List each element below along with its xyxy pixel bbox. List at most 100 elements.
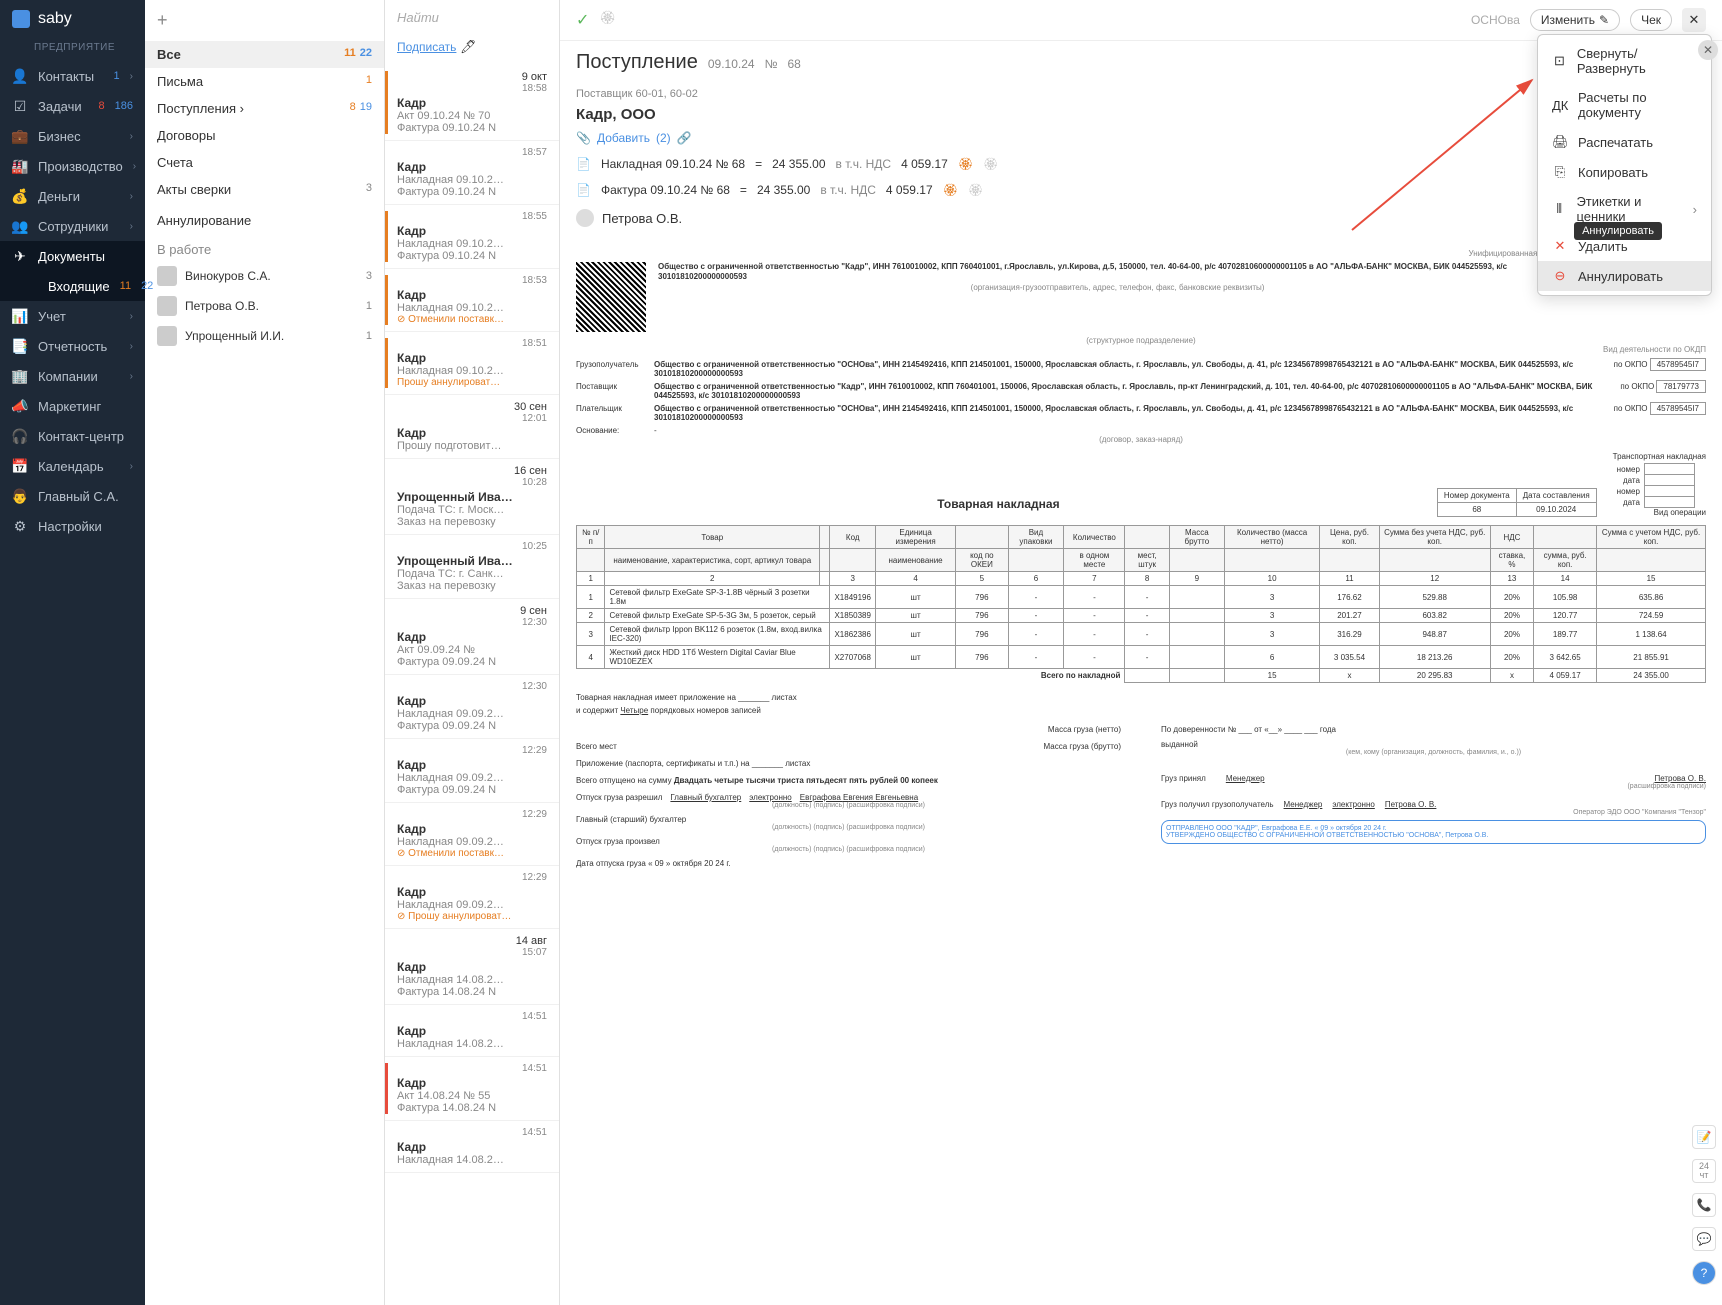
nav-item[interactable]: 📣 Маркетинг [0, 391, 145, 421]
check-icon[interactable]: ✓ [576, 10, 589, 30]
worker-item[interactable]: Упрощенный И.И.1 [145, 321, 384, 351]
doc-list-item[interactable]: 18:53 Кадр Накладная 09.10.2… ⊘ Отменили… [385, 269, 559, 332]
chek-button[interactable]: Чек [1630, 9, 1672, 31]
nav-icon: 💼 [12, 128, 28, 144]
folder-item[interactable]: Письма 1 [145, 68, 384, 95]
folder-item[interactable]: Все 11 22 [145, 41, 384, 68]
doc-list-item[interactable]: 12:29 Кадр Накладная 09.09.2… ⊘ Прошу ан… [385, 866, 559, 929]
nav-item[interactable]: ✈ Документы [0, 241, 145, 271]
nav-icon: 📅 [12, 458, 28, 474]
menu-close-icon[interactable]: ✕ [1698, 40, 1718, 60]
nav-label: Учет [38, 309, 120, 324]
qr-code [576, 262, 646, 332]
worker-avatar [157, 266, 177, 286]
worker-avatar [157, 326, 177, 346]
menu-item[interactable]: ДКРасчеты по документу [1538, 83, 1711, 127]
menu-icon: ⎘ [1552, 164, 1568, 180]
nav-item[interactable]: 📑 Отчетность › [0, 331, 145, 361]
calendar-rail-icon[interactable]: 24чт [1692, 1159, 1716, 1183]
nav-icon: 💰 [12, 188, 28, 204]
menu-item[interactable]: ⊡Свернуть/Развернуть [1538, 39, 1711, 83]
nav-item[interactable]: 📅 Календарь › [0, 451, 145, 481]
nav-item[interactable]: 🏢 Компании › [0, 361, 145, 391]
menu-icon: ⊖ [1552, 268, 1568, 284]
doc-list-item[interactable]: 14 авг 15:07 Кадр Накладная 14.08.2… Фак… [385, 929, 559, 1005]
nav-item[interactable]: 🏭 Производство › [0, 151, 145, 181]
nav-item[interactable]: 👤 Контакты 1 › [0, 61, 145, 91]
nav-icon: 📑 [12, 338, 28, 354]
nav-item[interactable]: 💼 Бизнес › [0, 121, 145, 151]
chat-icon[interactable]: 💬 [1692, 1227, 1716, 1251]
supplier-line: Поставщик 60-01, 60-02 [560, 84, 714, 104]
folder-column: + Все 11 22 Письма 1 Поступления › 8 19 … [145, 0, 385, 1305]
company-name: Кадр, ООО [560, 104, 714, 125]
doc-list-item[interactable]: 30 сен 12:01 Кадр Прошу подготовит… [385, 395, 559, 459]
folder-item[interactable]: Поступления › 8 19 [145, 95, 384, 122]
nav-label: Производство [38, 159, 123, 174]
doc-list-item[interactable]: 9 окт 18:58 Кадр Акт 09.10.24 № 70 Факту… [385, 65, 559, 141]
org-type-label: ПРЕДПРИЯТИЕ [0, 38, 145, 61]
doc-list-item[interactable]: 12:29 Кадр Накладная 09.09.2… Фактура 09… [385, 739, 559, 803]
nav-item[interactable]: 👨 Главный С.А. [0, 481, 145, 511]
menu-item[interactable]: ⎘Копировать [1538, 157, 1711, 187]
goods-table: № п/пТоварКодЕдиница измеренияВид упаков… [576, 525, 1706, 683]
note-icon[interactable]: 📝 [1692, 1125, 1716, 1149]
nav-label: Деньги [38, 189, 120, 204]
worker-item[interactable]: Петрова О.В.1 [145, 291, 384, 321]
tooltip: Аннулировать [1574, 222, 1662, 240]
nav-label: Входящие [48, 279, 110, 294]
folder-item[interactable]: Счета [145, 149, 384, 176]
help-icon[interactable]: ? [1692, 1261, 1716, 1285]
nav-icon: 🎧 [12, 428, 28, 444]
folder-item[interactable]: Договоры [145, 122, 384, 149]
nav-label: Документы [38, 249, 133, 264]
nav-item[interactable]: Входящие 11 22 [0, 271, 145, 301]
nav-label: Компании [38, 369, 120, 384]
osnova-label: ОСНОва [1471, 13, 1520, 27]
doc-list-item[interactable]: 12:29 Кадр Накладная 09.09.2… ⊘ Отменили… [385, 803, 559, 866]
nav-item[interactable]: 🎧 Контакт-центр [0, 421, 145, 451]
nav-item[interactable]: 👥 Сотрудники › [0, 211, 145, 241]
doc-list-item[interactable]: 18:57 Кадр Накладная 09.10.2… Фактура 09… [385, 141, 559, 205]
work-section: В работе [145, 232, 384, 261]
nav-icon: 📊 [12, 308, 28, 324]
nav-item[interactable]: ☑ Задачи 8 186 [0, 91, 145, 121]
doc-list-item[interactable]: 14:51 Кадр Накладная 14.08.2… [385, 1121, 559, 1173]
annul-section[interactable]: Аннулирование [145, 203, 384, 232]
doc-list-item[interactable]: 18:51 Кадр Накладная 09.10.2… Прошу анну… [385, 332, 559, 395]
doc-list-item[interactable]: 9 сен 12:30 Кадр Акт 09.09.24 № Фактура … [385, 599, 559, 675]
menu-item[interactable]: ⊖Аннулировать [1538, 261, 1711, 291]
nav-item[interactable]: ⚙ Настройки [0, 511, 145, 541]
doc-list-item[interactable]: 16 сен 10:28 Упрощенный Ива… Подача ТС: … [385, 459, 559, 535]
nav-label: Сотрудники [38, 219, 120, 234]
add-button[interactable]: + [157, 10, 168, 31]
edit-button[interactable]: Изменить ✎ [1530, 9, 1620, 31]
doc-list-item[interactable]: 14:51 Кадр Акт 14.08.24 № 55 Фактура 14.… [385, 1057, 559, 1121]
search-input[interactable]: Найти [397, 10, 439, 25]
doc-list-item[interactable]: 18:55 Кадр Накладная 09.10.2… Фактура 09… [385, 205, 559, 269]
nav-icon: 👥 [12, 218, 28, 234]
nav-label: Контакты [38, 69, 104, 84]
menu-icon: ⦀ [1552, 201, 1566, 217]
sign-link[interactable]: Подписать [397, 40, 456, 54]
doc-list-item[interactable]: 14:51 Кадр Накладная 14.08.2… [385, 1005, 559, 1057]
close-button[interactable]: ✕ [1682, 8, 1706, 32]
nav-icon: 📣 [12, 398, 28, 414]
doc-list-item[interactable]: 10:25 Упрощенный Ива… Подача ТС: г. Санк… [385, 535, 559, 599]
right-rail: 📝 24чт 📞 💬 ? [1692, 1125, 1716, 1285]
nav-label: Главный С.А. [38, 489, 133, 504]
nav-item[interactable]: 📊 Учет › [0, 301, 145, 331]
menu-icon: ДК [1552, 98, 1568, 113]
worker-item[interactable]: Винокуров С.А.3 [145, 261, 384, 291]
menu-item[interactable]: 🖨Распечатать [1538, 127, 1711, 157]
nav-item[interactable]: 💰 Деньги › [0, 181, 145, 211]
doc-list-item[interactable]: 12:30 Кадр Накладная 09.09.2… Фактура 09… [385, 675, 559, 739]
nav-icon: ✈ [12, 248, 28, 264]
main-sidebar: saby ПРЕДПРИЯТИЕ 👤 Контакты 1 ›☑ Задачи … [0, 0, 145, 1305]
nav-icon: 🏢 [12, 368, 28, 384]
worker-avatar [157, 296, 177, 316]
award-icon[interactable]: 🏵 [599, 10, 616, 30]
folder-item[interactable]: Акты сверки 3 [145, 176, 384, 203]
phone-icon[interactable]: 📞 [1692, 1193, 1716, 1217]
nav-icon: ☑ [12, 98, 28, 114]
